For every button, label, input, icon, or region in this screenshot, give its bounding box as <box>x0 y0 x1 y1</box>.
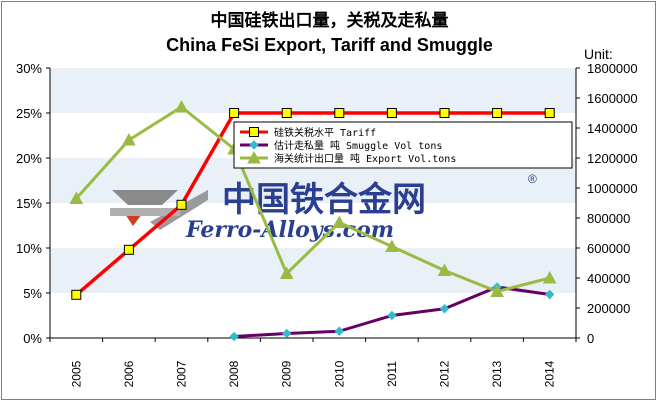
x-tick-label: 2010 <box>332 360 346 387</box>
y-left-tick-label: 0% <box>23 331 42 346</box>
marker-export <box>437 263 452 276</box>
y-right-tick-label: 1400000 <box>587 121 638 136</box>
marker-tariff <box>386 108 397 118</box>
marker-legend-smuggle <box>249 140 259 150</box>
y-left-tick-label: 5% <box>23 286 42 301</box>
y-right-tick-label: 1600000 <box>587 91 638 106</box>
y-left-tick-label: 10% <box>16 241 42 256</box>
marker-tariff <box>334 108 345 118</box>
y-left-tick-label: 30% <box>16 61 42 76</box>
chart-subtitle: China FeSi Export, Tariff and Smuggle <box>166 35 493 55</box>
marker-tariff <box>176 199 187 210</box>
y-right-tick-label: 200000 <box>587 301 630 316</box>
marker-tariff <box>229 108 240 118</box>
marker-tariff <box>71 289 82 300</box>
marker-export <box>542 270 557 284</box>
watermark-en: Ferro-Alloys.com <box>185 217 394 243</box>
x-tick-label: 2008 <box>227 360 241 387</box>
x-tick-label: 2009 <box>280 360 294 387</box>
marker-export <box>490 284 504 297</box>
legend-label-export: 海关统计出口量 吨 Export Vol.tons <box>274 152 456 165</box>
marker-smuggle <box>387 310 397 321</box>
watermark-cn: 中国铁合金网 <box>222 180 426 220</box>
legend-box <box>233 121 573 169</box>
x-tick-label: 2005 <box>69 360 83 387</box>
marker-tariff <box>544 108 555 118</box>
marker-export <box>122 132 136 146</box>
x-tick-label: 2006 <box>122 360 136 387</box>
marker-smuggle <box>439 304 450 314</box>
y-right-tick-label: 1200000 <box>587 151 638 166</box>
marker-smuggle <box>544 289 555 300</box>
y-right-tick-label: 400000 <box>587 271 630 286</box>
marker-export <box>69 191 84 204</box>
marker-export <box>385 239 399 252</box>
plot-band <box>50 248 576 293</box>
y-left-tick-label: 25% <box>16 106 42 121</box>
marker-legend-export <box>247 150 261 164</box>
series-line-tariff <box>75 111 550 297</box>
legend-label-smuggle: 估计走私量 吨 Smuggle Vol tons <box>274 139 442 152</box>
y-right-tick-label: 1000000 <box>587 181 638 196</box>
x-tick-label: 2011 <box>385 361 399 387</box>
unit-label: Unit: <box>584 46 613 62</box>
watermark-registered-mark: ® <box>528 172 537 186</box>
marker-export <box>279 266 294 279</box>
legend-label-tariff: 硅铁关税水平 Tariff <box>274 126 376 139</box>
plot-band <box>50 68 576 113</box>
marker-tariff <box>281 108 292 118</box>
series-markers <box>69 99 557 342</box>
marker-smuggle <box>281 328 292 339</box>
marker-smuggle <box>334 326 345 336</box>
marker-smuggle <box>229 331 239 342</box>
y-right-tick-label: 800000 <box>587 211 630 226</box>
y-right-tick-label: 1800000 <box>587 61 638 76</box>
y-right-tick-label: 600000 <box>587 241 630 256</box>
axes: 0% 5% 10% 15% 20% 25% 30% 0 200000 400000 600000 80… <box>16 61 638 387</box>
y-left-tick-label: 20% <box>16 151 42 166</box>
series-line-export <box>75 105 551 293</box>
x-tick-label: 2007 <box>175 360 189 387</box>
marker-export <box>174 99 189 113</box>
chart-title: 中国硅铁出口量，关税及走私量 <box>210 11 449 31</box>
y-right-tick-label: 0 <box>587 331 594 346</box>
marker-export <box>332 215 347 228</box>
marker-tariff <box>492 108 503 118</box>
marker-tariff <box>439 108 450 118</box>
x-tick-label: 2013 <box>490 360 504 387</box>
marker-legend-tariff <box>249 127 259 137</box>
y-left-tick-label: 15% <box>16 196 42 211</box>
x-tick-label: 2014 <box>543 360 557 387</box>
x-tick-label: 2012 <box>438 360 452 387</box>
marker-tariff <box>123 244 134 255</box>
